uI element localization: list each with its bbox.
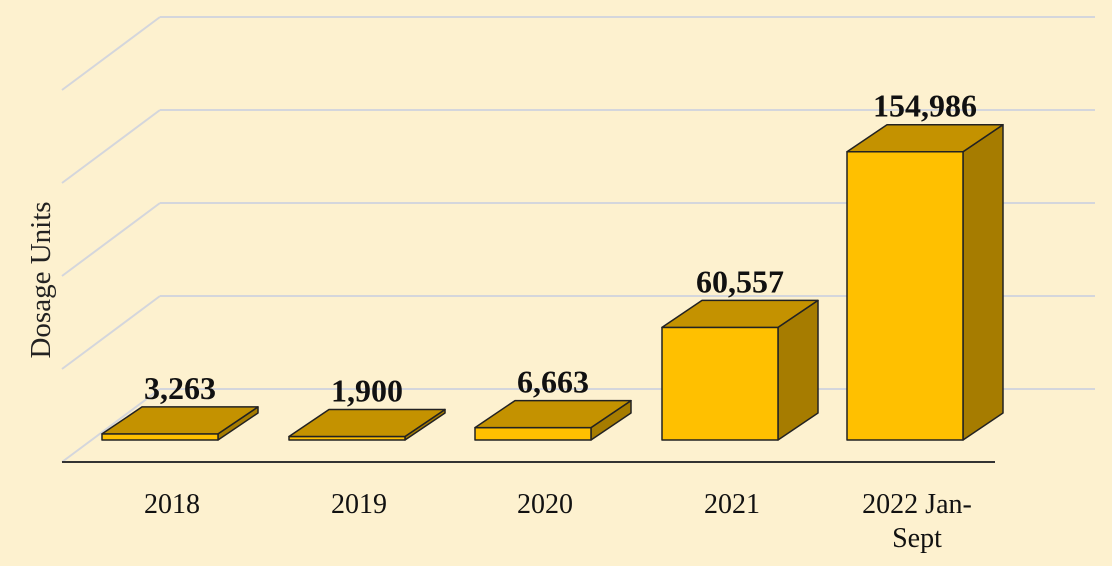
x-tick-label: 2022 Jan-Sept: [862, 489, 972, 554]
data-label: 154,986: [873, 88, 977, 124]
grid-line: [61, 109, 161, 184]
grid-line: [61, 16, 161, 91]
x-tick-label: 2021: [704, 489, 760, 520]
bar-side: [962, 123, 1004, 441]
grid-line: [61, 388, 161, 463]
bar-top: [101, 406, 259, 435]
grid-line: [61, 202, 161, 277]
data-label: 6,663: [517, 364, 589, 400]
bar-top: [288, 408, 446, 438]
x-tick-label: 2019: [331, 489, 387, 520]
y-axis-title: Dosage Units: [25, 201, 57, 358]
data-label: 3,263: [144, 370, 216, 406]
data-label: 60,557: [696, 263, 784, 299]
bar-front: [661, 326, 779, 441]
data-label: 1,900: [331, 372, 403, 408]
bar-top: [474, 399, 632, 429]
grid-line: [61, 295, 161, 370]
bar-front: [101, 433, 219, 441]
bar-top: [846, 123, 1004, 153]
bar-top: [661, 299, 819, 329]
x-tick-label: 2018: [144, 489, 200, 520]
bar-front: [474, 426, 592, 441]
x-tick-label: 2020: [517, 489, 573, 520]
bar-front: [846, 150, 964, 441]
